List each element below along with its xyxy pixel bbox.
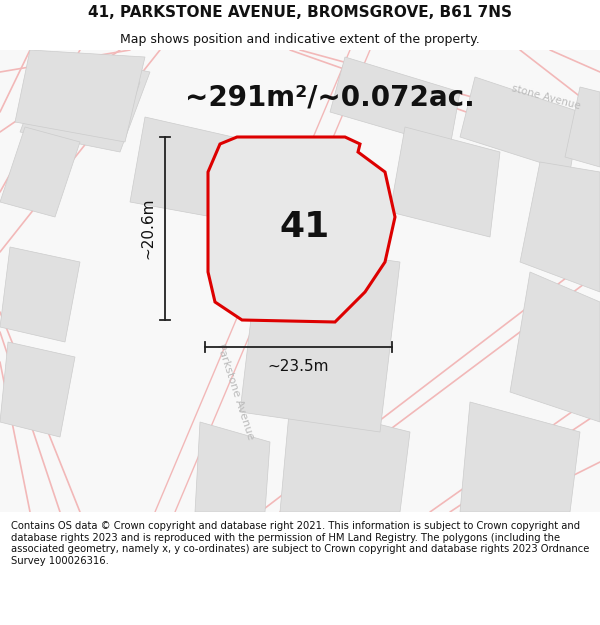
Polygon shape: [40, 62, 140, 112]
Polygon shape: [520, 162, 600, 292]
Text: stone Avenue: stone Avenue: [510, 83, 581, 111]
Polygon shape: [0, 127, 80, 217]
Polygon shape: [208, 137, 395, 322]
Polygon shape: [460, 77, 580, 172]
Text: Parkstone Avenue: Parkstone Avenue: [215, 342, 255, 441]
Polygon shape: [20, 52, 150, 152]
Polygon shape: [565, 87, 600, 167]
Polygon shape: [510, 272, 600, 422]
Polygon shape: [195, 422, 270, 512]
Text: Map shows position and indicative extent of the property.: Map shows position and indicative extent…: [120, 32, 480, 46]
Text: 41: 41: [280, 210, 330, 244]
Polygon shape: [240, 242, 400, 432]
Polygon shape: [460, 402, 580, 512]
Text: ~20.6m: ~20.6m: [140, 198, 155, 259]
Polygon shape: [0, 342, 75, 437]
Text: ~291m²/~0.072ac.: ~291m²/~0.072ac.: [185, 83, 475, 111]
Polygon shape: [15, 50, 145, 142]
Polygon shape: [280, 402, 410, 512]
Polygon shape: [390, 127, 500, 237]
Text: ~23.5m: ~23.5m: [268, 359, 329, 374]
Text: Contains OS data © Crown copyright and database right 2021. This information is : Contains OS data © Crown copyright and d…: [11, 521, 589, 566]
Text: 41, PARKSTONE AVENUE, BROMSGROVE, B61 7NS: 41, PARKSTONE AVENUE, BROMSGROVE, B61 7N…: [88, 5, 512, 20]
Polygon shape: [0, 247, 80, 342]
Polygon shape: [130, 117, 255, 222]
Polygon shape: [330, 57, 460, 147]
